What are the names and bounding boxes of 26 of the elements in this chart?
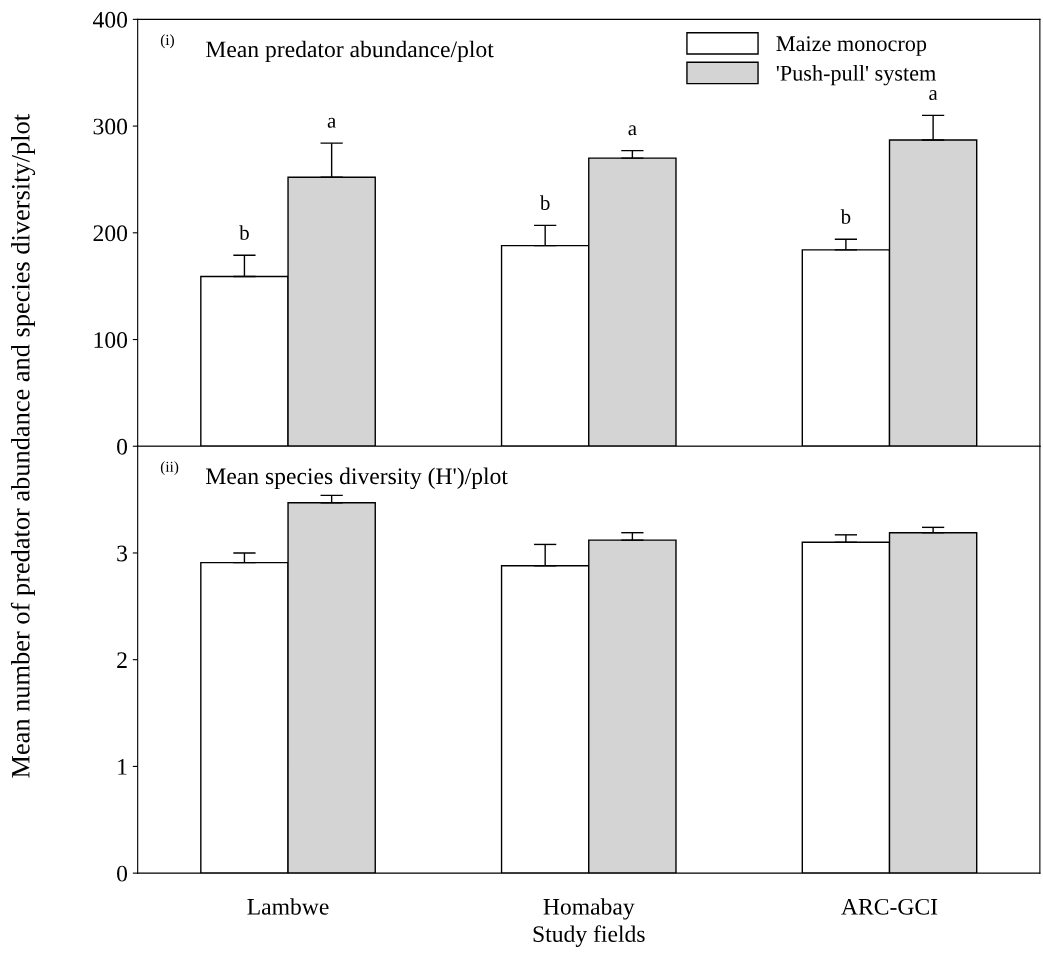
x-tick-label: ARC-GCI xyxy=(841,898,938,915)
x-tick-label: Homabay xyxy=(543,898,635,920)
y-tick-label: 0 xyxy=(117,438,128,455)
y-tick-label: 0 xyxy=(117,865,128,882)
annotation: (ii) xyxy=(160,461,179,476)
legend-label: 'Push-pull' system xyxy=(776,65,936,86)
annotation: a xyxy=(628,125,637,136)
text: Mean predator abundance/plot xyxy=(206,40,494,63)
annotation: a xyxy=(327,117,336,128)
text: Mean species diversity (H')/plot xyxy=(206,467,508,490)
y-tick-label: 1 xyxy=(118,759,127,775)
y-tick-label: 2 xyxy=(117,652,127,668)
annotation: a xyxy=(929,90,938,101)
annotation: b xyxy=(539,195,550,210)
y-tick-label: 300 xyxy=(93,118,128,135)
y-tick-label: 100 xyxy=(94,332,128,348)
annotation: (i) xyxy=(160,34,174,49)
y-axis-title: Mean number of predator abundance and species diversity/plot xyxy=(10,114,36,778)
y-tick-label: 3 xyxy=(117,545,128,562)
annotation: b xyxy=(840,209,851,224)
y-tick-label: 200 xyxy=(93,225,128,242)
x-tick-label: Lambwe xyxy=(247,898,329,915)
y-tick-label: 400 xyxy=(93,11,128,28)
annotation: b xyxy=(239,225,249,240)
x-axis-title: Study fields xyxy=(533,925,645,947)
legend-label: Maize monocrop xyxy=(776,36,927,56)
